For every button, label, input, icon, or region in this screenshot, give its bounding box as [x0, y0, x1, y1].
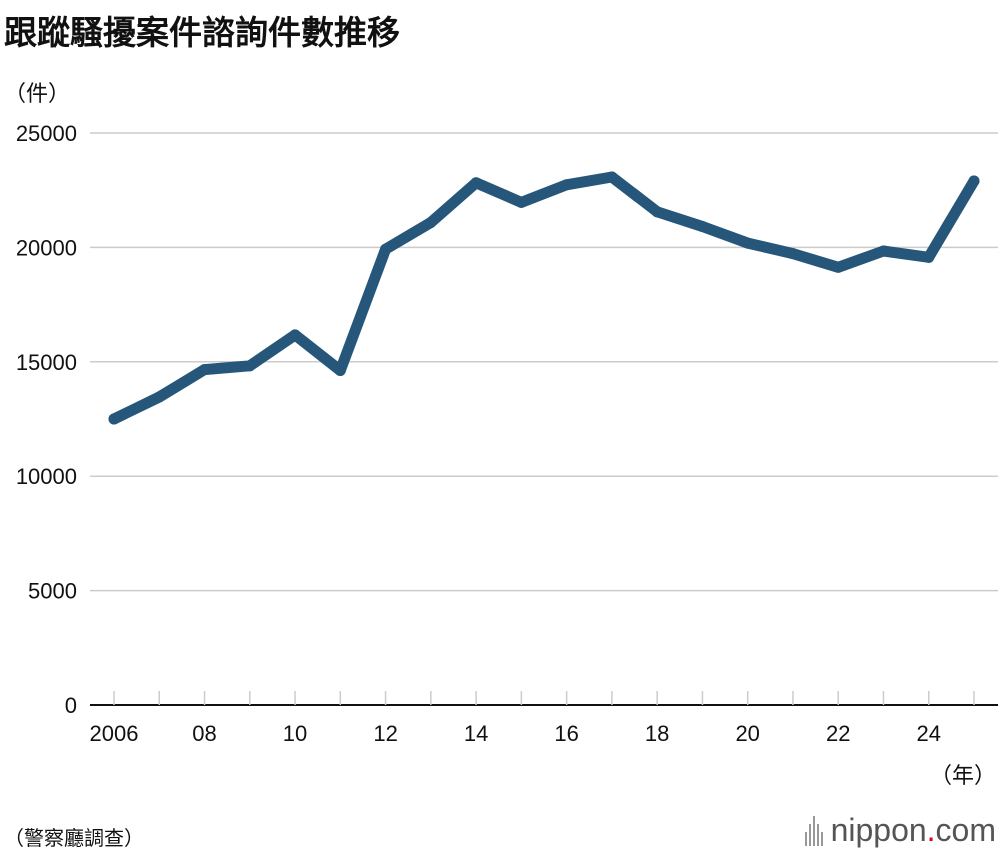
- data-point: [244, 360, 256, 372]
- x-tick-label: 16: [554, 721, 578, 746]
- data-point: [561, 179, 573, 191]
- logo-name: nippon: [830, 812, 927, 848]
- data-point: [742, 237, 754, 249]
- y-tick-label: 25000: [16, 121, 77, 146]
- x-tick-label: 24: [916, 721, 940, 746]
- nippon-logo: nippon. com: [804, 812, 996, 849]
- x-axis: [90, 691, 998, 706]
- data-point: [199, 364, 211, 376]
- x-tick-labels: 2006 08 10 12 14 16 18 20 22 24: [90, 721, 941, 746]
- data-point: [289, 329, 301, 341]
- y-tick-label: 0: [65, 693, 77, 718]
- data-point: [968, 175, 980, 187]
- data-point: [696, 221, 708, 233]
- data-point: [606, 171, 618, 183]
- chart-title: 跟蹤騷擾案件諮詢件數推移: [4, 13, 400, 52]
- data-point: [425, 216, 437, 228]
- data-point: [334, 365, 346, 377]
- gridlines: [90, 132, 998, 592]
- x-axis-unit: （年）: [929, 764, 996, 789]
- x-tick-label: 14: [464, 721, 488, 746]
- y-axis-unit: （件）: [4, 82, 71, 107]
- data-point: [515, 196, 527, 208]
- x-tick-label: 12: [373, 721, 397, 746]
- x-tick-label: 2006: [90, 721, 139, 746]
- x-tick-label: 10: [283, 721, 307, 746]
- series-group: [108, 171, 980, 425]
- line-chart: 0 5000 10000 15000 20000 25000 2006 08 10 12 14 16…: [16, 121, 998, 746]
- x-tick-label: 18: [645, 721, 669, 746]
- x-tick-label: 08: [192, 721, 216, 746]
- logo-tld: com: [935, 812, 996, 848]
- data-point: [877, 245, 889, 257]
- y-tick-label: 15000: [16, 350, 77, 375]
- data-point: [470, 177, 482, 189]
- y-tick-label: 5000: [28, 579, 77, 604]
- data-point: [787, 248, 799, 260]
- series-line-0: [108, 171, 980, 425]
- data-point: [153, 391, 165, 403]
- y-tick-label: 20000: [16, 235, 77, 260]
- data-point: [380, 243, 392, 255]
- x-tick-label: 20: [735, 721, 759, 746]
- data-point: [108, 413, 120, 425]
- data-point: [923, 251, 935, 263]
- logo-dot: .: [926, 812, 936, 848]
- logo-bars-icon: [804, 815, 823, 846]
- x-tick-label: 22: [826, 721, 850, 746]
- data-point: [832, 261, 844, 273]
- y-tick-label: 10000: [16, 464, 77, 489]
- y-tick-labels: 0 5000 10000 15000 20000 25000: [16, 121, 77, 718]
- source-note: （警察廳調查）: [4, 826, 144, 850]
- data-point: [651, 206, 663, 218]
